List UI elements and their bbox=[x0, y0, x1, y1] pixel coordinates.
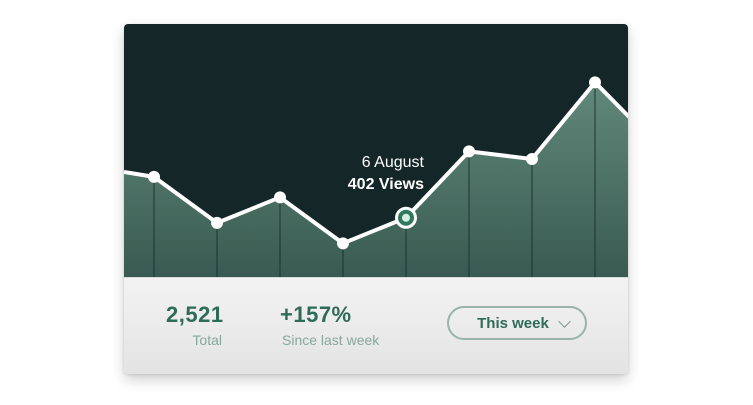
data-point bbox=[463, 145, 475, 157]
change-label: Since last week bbox=[282, 332, 379, 348]
data-point bbox=[148, 171, 160, 183]
total-stat: 2,521 Total bbox=[166, 302, 222, 348]
highlight-point-core bbox=[402, 214, 410, 222]
total-value: 2,521 bbox=[166, 302, 222, 328]
views-chart: 6 August 402 Views bbox=[124, 24, 628, 277]
period-dropdown[interactable]: This week bbox=[447, 306, 587, 340]
tooltip-date: 6 August bbox=[314, 152, 424, 174]
data-point bbox=[274, 191, 286, 203]
data-point bbox=[526, 153, 538, 165]
period-label: This week bbox=[477, 315, 549, 332]
data-point bbox=[337, 237, 349, 249]
data-point bbox=[589, 76, 601, 88]
chart-svg bbox=[124, 24, 628, 277]
tooltip-views: 402 Views bbox=[314, 174, 424, 196]
change-stat: +157% Since last week bbox=[280, 302, 379, 348]
data-point bbox=[211, 217, 223, 229]
chevron-down-icon bbox=[558, 315, 571, 328]
stats-footer: 2,521 Total +157% Since last week This w… bbox=[124, 277, 628, 374]
total-label: Total bbox=[166, 332, 222, 348]
change-value: +157% bbox=[280, 302, 379, 328]
chart-tooltip: 6 August 402 Views bbox=[314, 152, 424, 196]
views-card: 6 August 402 Views 2,521 Total +157% Sin… bbox=[124, 24, 628, 374]
